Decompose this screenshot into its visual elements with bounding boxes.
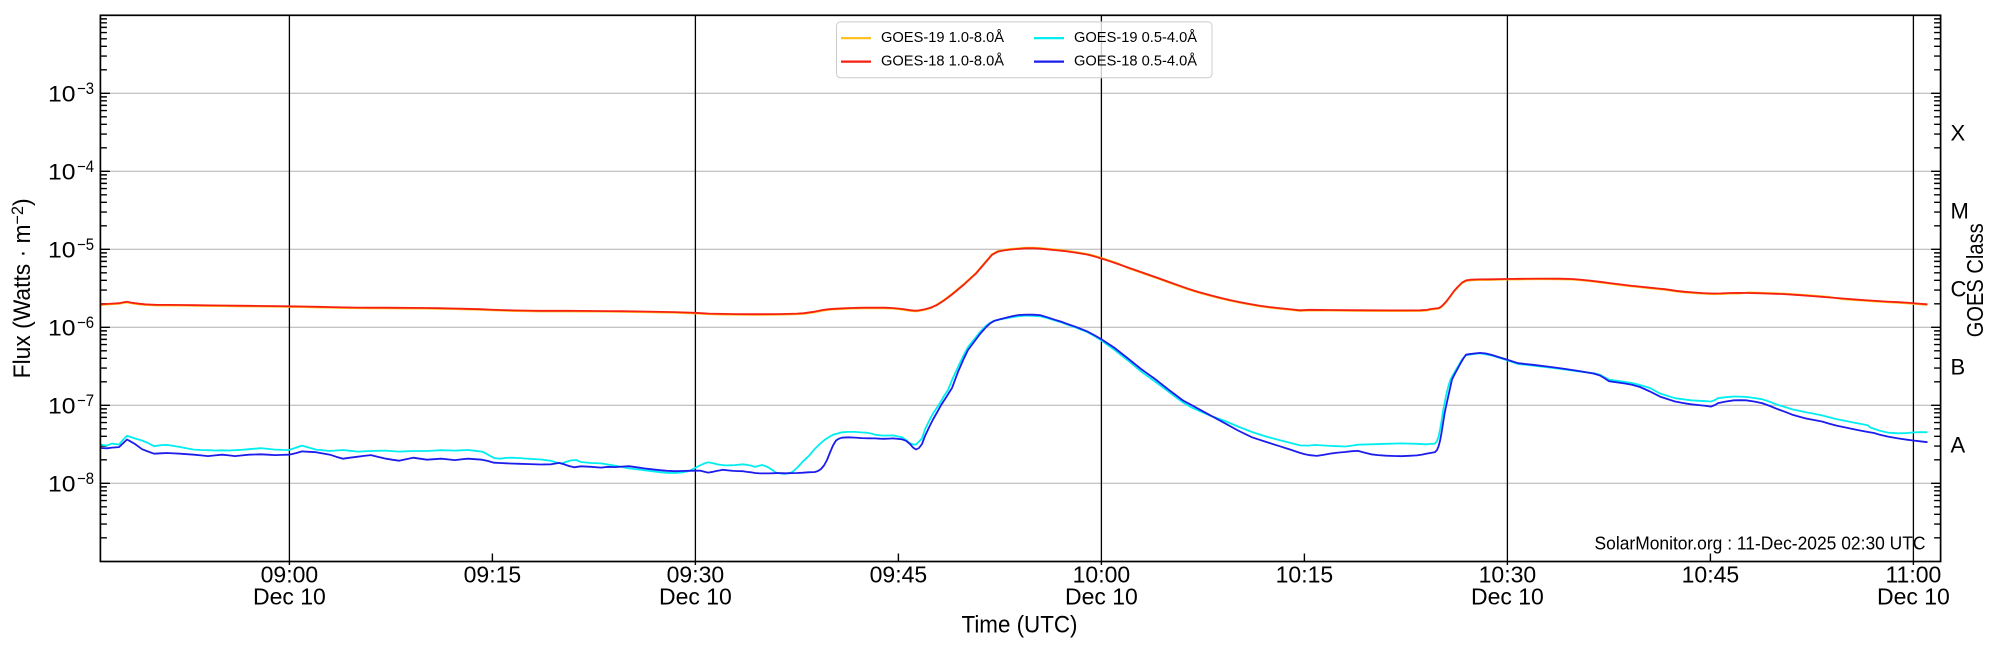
- svg-text:10: 10: [48, 82, 76, 107]
- svg-text:GOES-19 1.0-8.0Å: GOES-19 1.0-8.0Å: [881, 29, 1004, 46]
- svg-text:Time (UTC): Time (UTC): [962, 612, 1078, 639]
- svg-text:10: 10: [48, 472, 76, 497]
- svg-text:09:15: 09:15: [464, 562, 522, 588]
- svg-text:−3: −3: [77, 80, 94, 98]
- svg-text:−4: −4: [77, 158, 94, 176]
- svg-text:10: 10: [48, 238, 76, 263]
- svg-text:GOES Class: GOES Class: [1962, 223, 1988, 337]
- svg-text:M: M: [1951, 199, 1969, 224]
- svg-text:GOES-18 1.0-8.0Å: GOES-18 1.0-8.0Å: [881, 52, 1004, 69]
- svg-text:GOES-18 0.5-4.0Å: GOES-18 0.5-4.0Å: [1074, 52, 1197, 69]
- svg-text:09:30: 09:30: [667, 562, 725, 588]
- svg-text:Dec 10: Dec 10: [1471, 584, 1544, 610]
- svg-text:10: 10: [48, 160, 76, 185]
- svg-text:SolarMonitor.org : 11-Dec-2025: SolarMonitor.org : 11-Dec-2025 02:30 UTC: [1595, 533, 1926, 553]
- svg-text:10:15: 10:15: [1276, 562, 1334, 588]
- svg-text:−6: −6: [77, 314, 94, 332]
- svg-text:11:00: 11:00: [1885, 562, 1941, 588]
- svg-text:X: X: [1951, 121, 1966, 146]
- svg-text:10:00: 10:00: [1073, 562, 1131, 588]
- svg-text:−8: −8: [77, 470, 94, 488]
- svg-text:09:00: 09:00: [261, 562, 319, 588]
- svg-text:C: C: [1951, 277, 1967, 302]
- svg-text:Dec 10: Dec 10: [1065, 584, 1138, 610]
- svg-text:10:45: 10:45: [1682, 562, 1740, 588]
- svg-text:−7: −7: [77, 392, 94, 410]
- svg-text:B: B: [1951, 355, 1966, 380]
- svg-text:−5: −5: [77, 236, 94, 254]
- svg-text:10:30: 10:30: [1479, 562, 1537, 588]
- svg-text:GOES-19 0.5-4.0Å: GOES-19 0.5-4.0Å: [1074, 29, 1197, 46]
- svg-text:Dec 10: Dec 10: [659, 584, 732, 610]
- svg-text:09:45: 09:45: [870, 562, 928, 588]
- svg-text:A: A: [1951, 433, 1966, 458]
- svg-text:Flux (Watts · m−2): Flux (Watts · m−2): [8, 198, 36, 378]
- svg-text:10: 10: [48, 394, 76, 419]
- svg-text:10: 10: [48, 316, 76, 341]
- svg-text:Dec 10: Dec 10: [1877, 584, 1950, 610]
- svg-text:Dec 10: Dec 10: [253, 584, 326, 610]
